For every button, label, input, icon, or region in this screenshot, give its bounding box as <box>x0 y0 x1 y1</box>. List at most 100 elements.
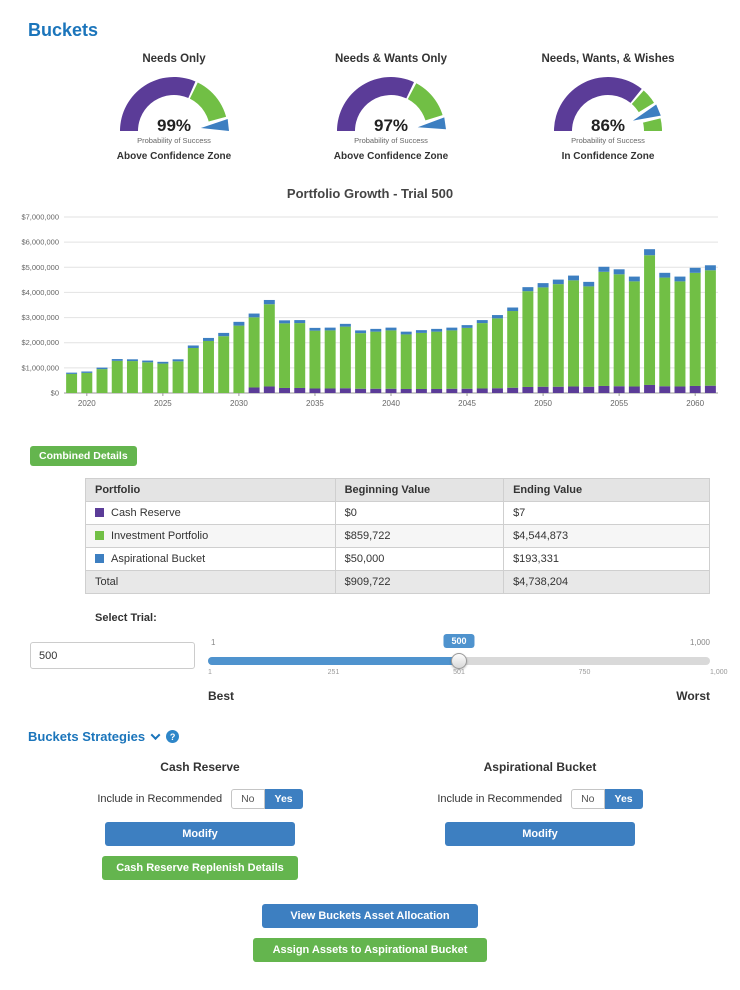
bar-segment <box>415 330 427 333</box>
x-tick-label: 2060 <box>686 399 704 408</box>
bar-segment <box>126 361 138 393</box>
bar-segment <box>218 336 230 393</box>
bar-segment <box>157 361 169 364</box>
cash-reserve-replenish-details-button[interactable]: Cash Reserve Replenish Details <box>102 856 298 880</box>
y-tick-label: $3,000,000 <box>21 313 59 322</box>
combined-details-button[interactable]: Combined Details <box>30 446 137 466</box>
toggle-yes[interactable]: Yes <box>604 789 643 809</box>
bar-segment <box>446 327 458 331</box>
bar-segment <box>309 388 321 393</box>
bar-segment <box>491 315 503 319</box>
bar-segment <box>476 320 488 324</box>
portfolio-table-total-row: Total $909,722 $4,738,204 <box>85 570 710 594</box>
portfolio-table-body: Cash Reserve $0 $7 Investment Portfolio $859… <box>85 501 710 594</box>
include-in-recommended-label: Include in Recommended <box>437 793 563 805</box>
select-trial-label: Select Trial: <box>95 612 157 624</box>
bar-segment <box>628 276 640 282</box>
gauge-zone: Above Confidence Zone <box>333 151 449 162</box>
portfolio-growth-chart-container: $0 $1,000,000 $2,000,000 $3,000,000 $4,000,0… <box>0 201 740 428</box>
gauge-percent: 86% <box>590 116 626 135</box>
gauge-arc <box>337 77 447 132</box>
toggle-no[interactable]: No <box>231 789 265 809</box>
bar-segment <box>476 388 488 393</box>
aspirational-bucket-column: Aspirational Bucket Include in Recommend… <box>370 760 710 880</box>
trial-number-input[interactable] <box>30 642 195 669</box>
table-header-row: Portfolio Beginning Value Ending Value <box>85 478 710 502</box>
y-tick-label: $4,000,000 <box>21 288 59 297</box>
gauge-segment-purple <box>337 77 414 131</box>
slider-handle[interactable] <box>451 653 467 669</box>
beginning-value-cell: $50,000 <box>334 547 505 571</box>
gauge-zone: In Confidence Zone <box>561 151 655 162</box>
help-icon[interactable]: ? <box>166 730 180 743</box>
bar-segment <box>400 331 412 335</box>
bar-segment <box>157 363 169 393</box>
bar-segment <box>294 323 306 388</box>
bar-segment <box>446 330 458 389</box>
bar-segment <box>674 276 686 282</box>
bar-segment <box>111 360 123 393</box>
ending-value-cell: $7 <box>503 501 710 525</box>
bar-segment <box>704 385 716 393</box>
cash-reserve-column: Cash Reserve Include in Recommended No Y… <box>30 760 370 880</box>
toggle-no[interactable]: No <box>571 789 605 809</box>
modify-aspirational-bucket-button[interactable]: Modify <box>445 822 635 846</box>
slider-max-label: 1,000 <box>689 638 710 647</box>
page-title: Buckets <box>28 20 99 40</box>
bar-segment <box>279 320 291 324</box>
bar-segment <box>355 330 367 334</box>
bar-segment <box>294 320 306 324</box>
bar-segment <box>568 280 579 387</box>
x-tick-label: 2030 <box>230 399 248 408</box>
portfolio-table-row: Investment Portfolio $859,722 $4,544,873 <box>85 524 710 548</box>
modify-cash-reserve-button[interactable]: Modify <box>105 822 295 846</box>
gauge-segment-purple <box>120 77 196 131</box>
assign-assets-to-aspirational-bucket-button[interactable]: Assign Assets to Aspirational Bucket <box>252 938 488 962</box>
strategy-columns: Cash Reserve Include in Recommended No Y… <box>0 744 740 880</box>
gauge-arc <box>120 77 230 134</box>
bar-segment <box>355 333 367 389</box>
bar-segment <box>704 265 716 271</box>
bar-segment <box>66 373 78 393</box>
y-tick-label: $5,000,000 <box>21 263 59 272</box>
y-tick-label: $6,000,000 <box>21 238 59 247</box>
gauge-segment-purple <box>554 77 642 131</box>
bar-segment <box>370 331 382 389</box>
bar-segment <box>339 323 351 327</box>
bar-segment <box>111 359 123 361</box>
include-toggle: No Yes <box>571 789 643 809</box>
bar-segment <box>233 321 245 326</box>
bar-segment <box>187 347 199 393</box>
bar-segment <box>172 359 184 362</box>
legend-swatch-icon <box>95 508 104 517</box>
scale-tick-label: 501 <box>453 669 465 676</box>
include-row: Include in Recommended No Yes <box>437 789 643 809</box>
bar-segment <box>81 372 93 393</box>
slider-track[interactable] <box>208 653 710 669</box>
bar-segment <box>203 337 214 341</box>
chevron-down-icon[interactable] <box>150 730 161 741</box>
gauge-title: Needs, Wants, & Wishes <box>541 53 675 65</box>
x-tick-label: 2025 <box>154 399 172 408</box>
gauge-percent: 97% <box>373 116 409 135</box>
gauge-chart: 86% <box>544 68 672 135</box>
bar-segment <box>644 255 656 385</box>
view-buckets-asset-allocation-button[interactable]: View Buckets Asset Allocation <box>262 904 478 928</box>
y-tick-label: $2,000,000 <box>21 338 59 347</box>
gauge-needle-icon <box>417 117 446 130</box>
x-tick-label: 2050 <box>534 399 552 408</box>
total-label-cell: Total <box>85 570 336 594</box>
ending-value-cell: $193,331 <box>503 547 710 571</box>
bar-segment <box>522 386 534 393</box>
toggle-yes[interactable]: Yes <box>264 789 303 809</box>
bar-segment <box>81 371 93 373</box>
bar-segment <box>385 388 397 393</box>
x-tick-label: 2035 <box>306 399 324 408</box>
bar-segment <box>218 332 230 337</box>
bar-segment <box>583 281 595 287</box>
gauge-chart: 99% <box>110 68 238 135</box>
x-tick-label: 2020 <box>78 399 96 408</box>
bar-segment <box>370 388 382 393</box>
bar-segment <box>431 388 443 393</box>
bar-segment <box>552 279 564 285</box>
